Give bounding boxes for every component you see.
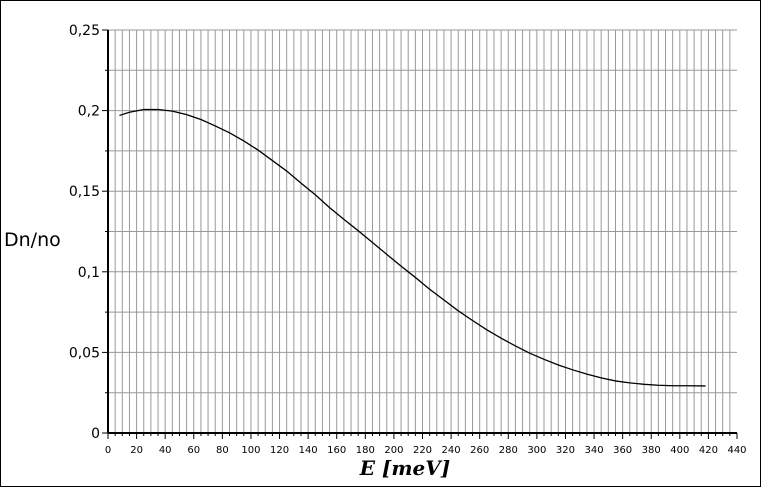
x-tick-label: 320 [556, 445, 575, 456]
x-tick-label: 240 [442, 445, 461, 456]
y-tick-label: 0,25 [69, 23, 100, 39]
y-axis-ticks: 0 0,05 0,1 0,15 0,2 0,25 [69, 23, 108, 442]
x-tick-label: 40 [159, 445, 172, 456]
major-gridlines [108, 29, 737, 394]
y-tick-label: 0,1 [78, 265, 100, 281]
x-axis-ticks: 0 20 40 60 80 100 120 140 160 180 200 220 240 260 280 3… [105, 433, 747, 456]
x-tick-label: 280 [499, 445, 518, 456]
x-tick-label: 20 [130, 445, 143, 456]
x-tick-label: 220 [413, 445, 432, 456]
x-tick-label: 380 [642, 445, 661, 456]
x-tick-label: 160 [327, 445, 346, 456]
series-group [119, 108, 706, 387]
x-tick-label: 180 [356, 445, 375, 456]
x-tick-label: 0 [105, 445, 111, 456]
y-tick-label: 0,2 [78, 104, 100, 120]
x-tick-label: 200 [384, 445, 403, 456]
y-axis-label: Dn/no [4, 229, 61, 251]
x-tick-label: 80 [216, 445, 229, 456]
x-tick-label: 400 [670, 445, 689, 456]
x-tick-label: 60 [187, 445, 200, 456]
x-tick-label: 440 [727, 445, 746, 456]
x-tick-label: 420 [699, 445, 718, 456]
x-tick-label: 360 [613, 445, 632, 456]
x-tick-label: 340 [584, 445, 603, 456]
x-tick-label: 300 [527, 445, 546, 456]
y-tick-label: 0 [91, 426, 100, 442]
x-tick-label: 140 [299, 445, 318, 456]
x-tick-label: 120 [270, 445, 289, 456]
x-tick-label: 260 [470, 445, 489, 456]
x-tick-label: 100 [241, 445, 260, 456]
y-tick-label: 0,05 [69, 345, 100, 361]
y-tick-label: 0,15 [69, 184, 100, 200]
series-line [119, 108, 706, 387]
x-axis-label: E [meV] [359, 456, 451, 480]
